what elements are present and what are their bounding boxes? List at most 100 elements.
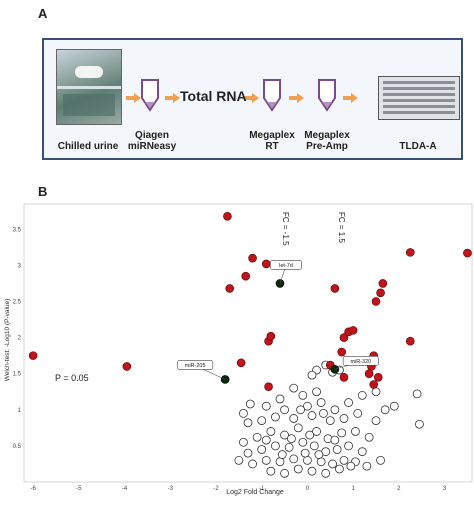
annotation-box	[177, 360, 214, 370]
significant-point	[261, 259, 271, 269]
nonsignificant-point	[415, 419, 424, 429]
nonsignificant-point	[307, 411, 317, 420]
significant-point	[236, 358, 246, 368]
nonsignificant-point	[312, 387, 321, 397]
nonsignificant-point	[380, 405, 390, 415]
nonsignificant-point	[243, 418, 253, 428]
nonsignificant-point	[312, 427, 321, 436]
nonsignificant-point	[257, 416, 267, 426]
significant-point	[339, 372, 349, 382]
nonsignificant-point	[339, 455, 349, 465]
nonsignificant-point	[289, 414, 299, 423]
significant-point	[225, 284, 235, 293]
nonsignificant-point	[239, 409, 248, 418]
nonsignificant-point	[261, 435, 271, 445]
significant-point	[223, 211, 232, 221]
nonsignificant-point	[328, 459, 337, 469]
nonsignificant-point	[325, 416, 335, 426]
nonsignificant-point	[280, 405, 289, 415]
nonsignificant-point	[357, 447, 367, 457]
nonsignificant-point	[412, 389, 422, 399]
chilled-urine-label: Chilled urine	[57, 141, 119, 152]
x-tick-label: 0	[306, 486, 310, 492]
nonsignificant-point	[307, 370, 317, 380]
nonsignificant-point	[353, 409, 363, 418]
workflow-box: Chilled urine Qiagen miRNeasy Total RNA M…	[42, 38, 463, 160]
nonsignificant-point	[300, 448, 310, 458]
x-tick-label: -2	[213, 486, 219, 492]
nonsignificant-point	[332, 445, 342, 454]
significant-point	[405, 336, 415, 346]
significant-point	[405, 248, 415, 257]
annotation-box	[342, 356, 379, 366]
nonsignificant-point	[344, 398, 353, 407]
qiagen-label: Qiagen miRNeasy	[127, 130, 177, 152]
y-tick-label: 2	[18, 336, 22, 342]
nonsignificant-point	[266, 466, 276, 476]
nonsignificant-point	[371, 387, 381, 397]
x-tick-label: -1	[259, 486, 265, 492]
nonsignificant-point	[389, 401, 399, 411]
nonsignificant-point	[287, 434, 296, 444]
nonsignificant-point	[339, 414, 349, 423]
nonsignificant-point	[248, 459, 257, 469]
significant-point	[369, 380, 379, 389]
nonsignificant-point	[266, 427, 276, 436]
y-tick-label: 3.5	[13, 227, 22, 233]
nonsignificant-point	[357, 390, 367, 400]
nonsignificant-point	[296, 405, 305, 415]
megaplex-preamp-tube-icon	[318, 79, 336, 112]
x-tick-label: -3	[168, 486, 174, 492]
annotation-label: miR-205	[185, 363, 206, 369]
fc-positive-label: FC = 1.5	[337, 212, 346, 243]
significant-point	[266, 331, 276, 341]
y-axis-label: Welch-test: -Log10 (P-value)	[4, 299, 11, 382]
nonsignificant-point	[298, 390, 308, 400]
fc-negative-label: FC = -1.5	[281, 212, 290, 246]
nonsignificant-point	[305, 430, 315, 440]
y-tick-label: 0.5	[13, 444, 22, 450]
nonsignificant-point	[239, 437, 248, 447]
nonsignificant-point	[271, 441, 280, 451]
megaplex-rt-tube-icon	[263, 79, 281, 112]
nonsignificant-point	[277, 450, 287, 459]
annotation-label: let-7d	[279, 263, 293, 269]
nonsignificant-point	[303, 455, 312, 465]
nonsignificant-point	[280, 468, 289, 478]
nonsignificant-point	[275, 457, 285, 467]
significant-point	[28, 351, 38, 360]
annotation-label: miR-320	[350, 359, 371, 365]
nonsignificant-point	[252, 432, 262, 442]
nonsignificant-point	[234, 455, 244, 465]
x-tick-label: 2	[397, 486, 401, 492]
significant-point	[378, 279, 388, 288]
plot-area	[23, 203, 473, 483]
nonsignificant-point	[319, 409, 328, 418]
x-tick-label: 1	[351, 486, 355, 492]
nonsignificant-point	[245, 399, 255, 409]
nonsignificant-point	[293, 464, 303, 474]
x-tick-label: -5	[76, 486, 82, 492]
nonsignificant-point	[330, 405, 340, 415]
significant-point	[348, 326, 358, 335]
nonsignificant-point	[261, 401, 271, 411]
chilled-urine-photo	[56, 49, 122, 125]
panel-b-letter: B	[38, 184, 48, 199]
nonsignificant-point	[314, 450, 324, 459]
significant-point	[248, 253, 257, 263]
y-tick-label: 1	[18, 408, 22, 414]
nonsignificant-point	[364, 432, 374, 442]
y-tick-label: 3	[18, 263, 22, 269]
qiagen-tube-icon	[141, 79, 159, 112]
x-tick-label: -4	[122, 486, 128, 492]
nonsignificant-point	[257, 445, 267, 454]
nonsignificant-point	[289, 454, 299, 464]
annotations: let-7d miR-320 miR-205	[177, 260, 379, 380]
significant-point	[371, 297, 381, 306]
nonsignificant-point	[271, 412, 280, 422]
megaplex-preamp-label: Megaplex Pre-Amp	[304, 130, 350, 152]
nonsignificant-point	[351, 427, 360, 436]
significant-point	[241, 271, 251, 281]
panel-a-letter: A	[38, 6, 48, 21]
